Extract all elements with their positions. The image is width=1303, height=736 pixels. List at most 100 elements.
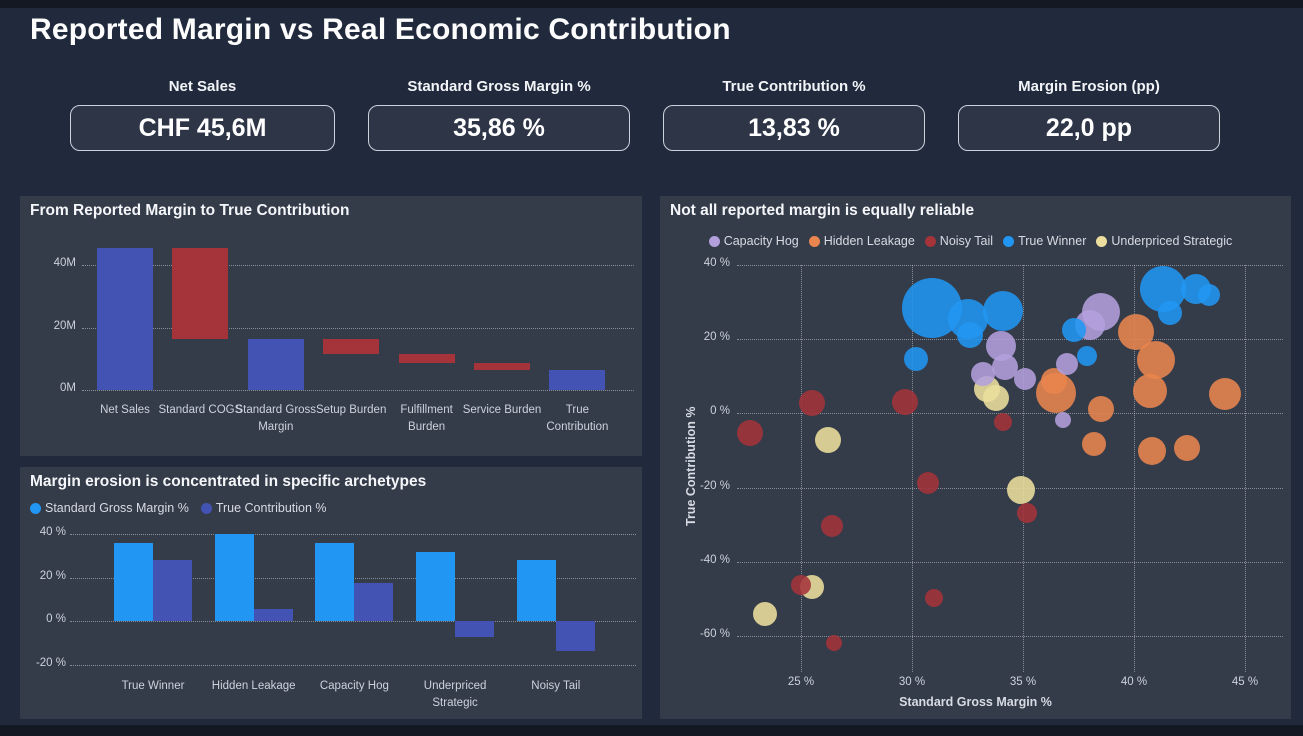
bar-gridline [70, 534, 636, 535]
scatter-gridline-v [1134, 265, 1135, 672]
waterfall-panel: From Reported Margin to True Contributio… [20, 196, 642, 456]
bar-y-tick: -20 % [35, 656, 66, 669]
scatter-gridline-h [737, 635, 1283, 637]
scatter-bubble[interactable] [1054, 412, 1071, 429]
bar-category-label: True Winner [121, 680, 185, 692]
scatter-bubble[interactable] [916, 472, 939, 495]
waterfall-gridline [82, 390, 634, 391]
scatter-x-tick: 35 % [1009, 676, 1037, 688]
window-bottom-edge [0, 725, 1303, 736]
waterfall-bar[interactable] [172, 247, 229, 339]
archetype-bar[interactable] [354, 583, 394, 621]
bar-category-label: Hidden Leakage [211, 680, 296, 692]
waterfall-y-tick: 20M [53, 319, 76, 332]
scatter-bubble[interactable] [971, 361, 996, 386]
kpi-standard-gross-margin: Standard Gross Margin % 35,86 % [368, 78, 630, 151]
scatter-bubble[interactable] [1174, 434, 1201, 461]
waterfall-bar[interactable] [549, 370, 606, 390]
kpi-label: Margin Erosion (pp) [1018, 78, 1160, 95]
scatter-bubble[interactable] [1132, 374, 1167, 409]
scatter-bubble[interactable] [1082, 431, 1107, 456]
waterfall-category-label: Service Burden [462, 404, 542, 416]
scatter-y-tick: 40 % [703, 256, 730, 269]
archetype-bar[interactable] [516, 560, 556, 621]
scatter-bubble[interactable] [956, 322, 983, 349]
scatter-x-tick: 45 % [1231, 676, 1259, 688]
scatter-legend-item[interactable]: Noisy Tail [924, 234, 994, 248]
scatter-bubble[interactable] [1014, 367, 1037, 390]
scatter-gridline-h [737, 264, 1283, 266]
scatter-bubble[interactable] [1209, 377, 1242, 410]
bar-y-tick: 20 % [39, 569, 66, 582]
waterfall-bar[interactable] [97, 247, 153, 390]
scatter-bubble[interactable] [892, 388, 919, 415]
scatter-legend-item[interactable]: True Winner [1003, 234, 1086, 248]
archetype-bar[interactable] [214, 534, 254, 621]
scatter-y-tick: -40 % [699, 553, 730, 566]
scatter-bubble[interactable] [1077, 345, 1098, 366]
waterfall-bar[interactable] [247, 338, 304, 390]
scatter-bubble[interactable] [736, 420, 763, 447]
legend-dot-icon [1003, 235, 1015, 247]
kpi-card: CHF 45,6M [70, 105, 335, 151]
scatter-bubble[interactable] [1137, 437, 1166, 466]
archetype-bar[interactable] [555, 621, 595, 652]
scatter-bubble[interactable] [925, 588, 944, 607]
scatter-bubble[interactable] [904, 347, 929, 372]
archetype-bar[interactable] [315, 542, 355, 621]
kpi-card: 35,86 % [368, 105, 630, 151]
scatter-bubble[interactable] [994, 413, 1013, 432]
waterfall-category-label: Standard COGS [158, 404, 243, 416]
scatter-bubble[interactable] [1157, 301, 1182, 326]
scatter-legend-item[interactable]: Underpriced Strategic [1096, 234, 1232, 248]
kpi-card: 22,0 pp [958, 105, 1220, 151]
archetype-bar[interactable] [114, 542, 153, 621]
scatter-y-tick: 20 % [703, 331, 730, 344]
scatter-bubble[interactable] [1006, 475, 1035, 504]
scatter-gridline-v [1245, 265, 1246, 672]
scatter-x-tick: 25 % [787, 676, 815, 688]
waterfall-gridline [82, 327, 634, 329]
scatter-bubble[interactable] [1118, 313, 1155, 350]
kpi-card: 13,83 % [663, 105, 925, 151]
scatter-bubble[interactable] [1062, 317, 1087, 342]
archetype-bar[interactable] [455, 621, 495, 638]
scatter-bubble[interactable] [821, 515, 844, 538]
scatter-bubble[interactable] [983, 290, 1024, 331]
waterfall-bar[interactable] [323, 338, 380, 355]
scatter-bubble[interactable] [814, 426, 841, 453]
legend-dot-icon [200, 502, 212, 514]
waterfall-bar[interactable] [398, 354, 455, 364]
scatter-bubble[interactable] [791, 575, 811, 596]
legend-label: Underpriced Strategic [1111, 234, 1233, 248]
legend-label: Hidden Leakage [823, 234, 915, 248]
legend-dot-icon [1096, 235, 1108, 247]
archetype-bar[interactable] [416, 552, 456, 621]
scatter-bubble[interactable] [983, 385, 1010, 412]
scatter-x-tick: 40 % [1120, 676, 1148, 688]
kpi-value: 35,86 % [453, 113, 545, 142]
window-top-edge [0, 0, 1303, 8]
scatter-bubble[interactable] [1087, 395, 1114, 422]
scatter-bubble[interactable] [1017, 502, 1038, 523]
scatter-bubble[interactable] [992, 353, 1019, 380]
scatter-panel: Not all reported margin is equally relia… [660, 196, 1291, 719]
bar-gridline [70, 621, 636, 622]
archetype-bar[interactable] [153, 560, 192, 621]
archetype-bar[interactable] [253, 609, 293, 621]
scatter-x-axis-title: Standard Gross Margin % [899, 695, 1052, 709]
waterfall-category-label: True Contribution [546, 404, 609, 433]
scatter-bubble[interactable] [826, 635, 843, 652]
scatter-bubble[interactable] [1198, 283, 1221, 306]
legend-label: Noisy Tail [939, 234, 994, 248]
scatter-bubble[interactable] [753, 602, 778, 627]
waterfall-bar[interactable] [474, 363, 530, 371]
page-title: Reported Margin vs Real Economic Contrib… [30, 13, 731, 46]
scatter-bubble[interactable] [799, 389, 826, 416]
scatter-bubble[interactable] [1056, 352, 1079, 375]
legend-item-sgm[interactable]: Standard Gross Margin % [30, 501, 189, 515]
scatter-legend-item[interactable]: Hidden Leakage [808, 234, 915, 248]
scatter-legend-item[interactable]: Capacity Hog [708, 234, 799, 248]
legend-item-tc[interactable]: True Contribution % [200, 501, 327, 515]
scatter-gridline-h [737, 561, 1283, 563]
